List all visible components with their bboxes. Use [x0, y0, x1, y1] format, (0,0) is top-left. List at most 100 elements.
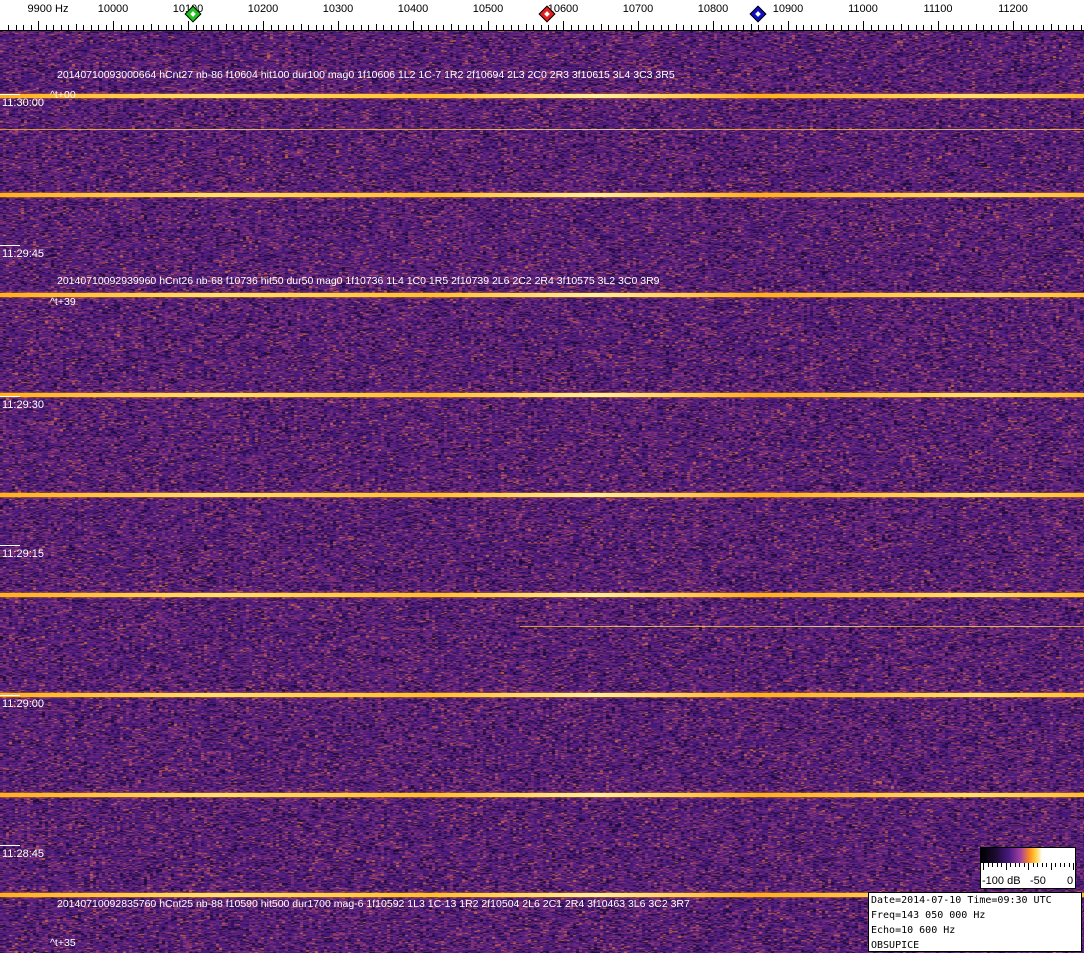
axis-tick — [263, 21, 264, 30]
axis-tick — [98, 25, 99, 30]
axis-tick — [526, 24, 527, 30]
axis-tick — [541, 25, 542, 30]
axis-tick — [376, 24, 377, 30]
waterfall-spectrogram: 11:30:00 11:29:45 11:29:30 11:29:15 11:2… — [0, 31, 1084, 953]
axis-tick — [638, 21, 639, 30]
axis-tick — [773, 25, 774, 30]
axis-tick — [1028, 25, 1029, 30]
axis-tick — [226, 24, 227, 30]
axis-tick — [871, 25, 872, 30]
axis-tick — [803, 25, 804, 30]
axis-tick-label: 10200 — [247, 3, 279, 15]
axis-tick — [751, 24, 752, 30]
axis-tick — [593, 25, 594, 30]
axis-tick — [878, 25, 879, 30]
axis-tick — [728, 25, 729, 30]
axis-tick — [563, 21, 564, 30]
axis-tick — [721, 25, 722, 30]
axis-tick — [346, 25, 347, 30]
colorbar-tick — [1033, 863, 1034, 867]
axis-tick — [668, 25, 669, 30]
colorbar-tick — [988, 863, 989, 867]
axis-tick — [923, 25, 924, 30]
axis-tick — [203, 25, 204, 30]
axis-tick — [46, 25, 47, 30]
time-label: 11:29:45 — [0, 245, 45, 260]
colorbar-tick — [1073, 863, 1074, 870]
time-label: 11:29:15 — [0, 545, 45, 560]
axis-tick — [143, 25, 144, 30]
axis-tick — [601, 24, 602, 30]
axis-tick — [848, 25, 849, 30]
axis-tick — [653, 25, 654, 30]
blue-marker-icon[interactable] — [749, 5, 767, 23]
axis-tick — [1013, 21, 1014, 30]
colorbar-tick — [1019, 863, 1020, 867]
axis-tick — [31, 25, 32, 30]
axis-tick — [578, 25, 579, 30]
axis-tick — [151, 24, 152, 30]
axis-tick-label: 11100 — [923, 3, 953, 15]
axis-tick — [511, 25, 512, 30]
time-offset: ^t+00 — [50, 89, 76, 101]
time-label: 11:29:30 — [0, 396, 45, 411]
axis-tick — [338, 21, 339, 30]
axis-tick — [571, 25, 572, 30]
time-label: 11:29:00 — [0, 695, 45, 710]
axis-tick — [38, 21, 39, 30]
axis-tick — [413, 21, 414, 30]
colorbar-tick — [1069, 863, 1070, 867]
colorbar-tick — [992, 863, 993, 867]
colorbar-tick — [1001, 863, 1002, 867]
axis-tick — [451, 24, 452, 30]
axis-tick — [271, 25, 272, 30]
axis-tick — [173, 25, 174, 30]
axis-tick-label: 10600 — [547, 3, 579, 15]
axis-tick — [991, 25, 992, 30]
axis-tick — [953, 25, 954, 30]
meteor-echo-line — [0, 193, 1084, 197]
info-date-time: Date=2014-07-10 Time=09:30 UTC — [871, 895, 1052, 906]
axis-tick — [308, 25, 309, 30]
meteor-echo-line — [0, 493, 1084, 497]
axis-tick — [76, 24, 77, 30]
axis-tick-label: 10700 — [622, 3, 654, 15]
axis-tick — [691, 25, 692, 30]
axis-tick — [331, 25, 332, 30]
time-label: 11:28:45 — [0, 845, 45, 860]
axis-tick — [818, 25, 819, 30]
axis-tick — [113, 21, 114, 30]
axis-tick — [428, 25, 429, 30]
axis-tick — [533, 25, 534, 30]
axis-tick — [893, 25, 894, 30]
spectrogram-noise — [0, 31, 1084, 953]
axis-tick — [938, 21, 939, 30]
axis-tick — [68, 25, 69, 30]
axis-tick — [796, 25, 797, 30]
axis-tick — [406, 25, 407, 30]
axis-tick — [586, 25, 587, 30]
colorbar-tick — [1046, 863, 1047, 867]
axis-tick — [766, 25, 767, 30]
axis-tick — [158, 25, 159, 30]
axis-tick — [623, 25, 624, 30]
axis-tick — [443, 25, 444, 30]
axis-tick — [436, 25, 437, 30]
axis-tick-label: 11200 — [998, 3, 1028, 15]
meteor-echo-line — [0, 293, 1084, 297]
axis-tick — [241, 25, 242, 30]
axis-tick — [248, 25, 249, 30]
time-label: 11:30:00 — [0, 94, 45, 109]
axis-tick — [211, 25, 212, 30]
axis-tick — [473, 25, 474, 30]
info-frequency: Freq=143 050 000 Hz — [871, 910, 986, 921]
colorbar-tick — [1037, 863, 1038, 867]
axis-tick — [496, 25, 497, 30]
colorbar-label: 0 — [1067, 875, 1074, 887]
info-station: OBSUPICE — [871, 940, 920, 951]
meteor-echo-line — [0, 693, 1084, 697]
axis-tick — [391, 25, 392, 30]
axis-tick — [961, 25, 962, 30]
axis-tick — [616, 25, 617, 30]
colorbar-tick — [1055, 863, 1056, 867]
